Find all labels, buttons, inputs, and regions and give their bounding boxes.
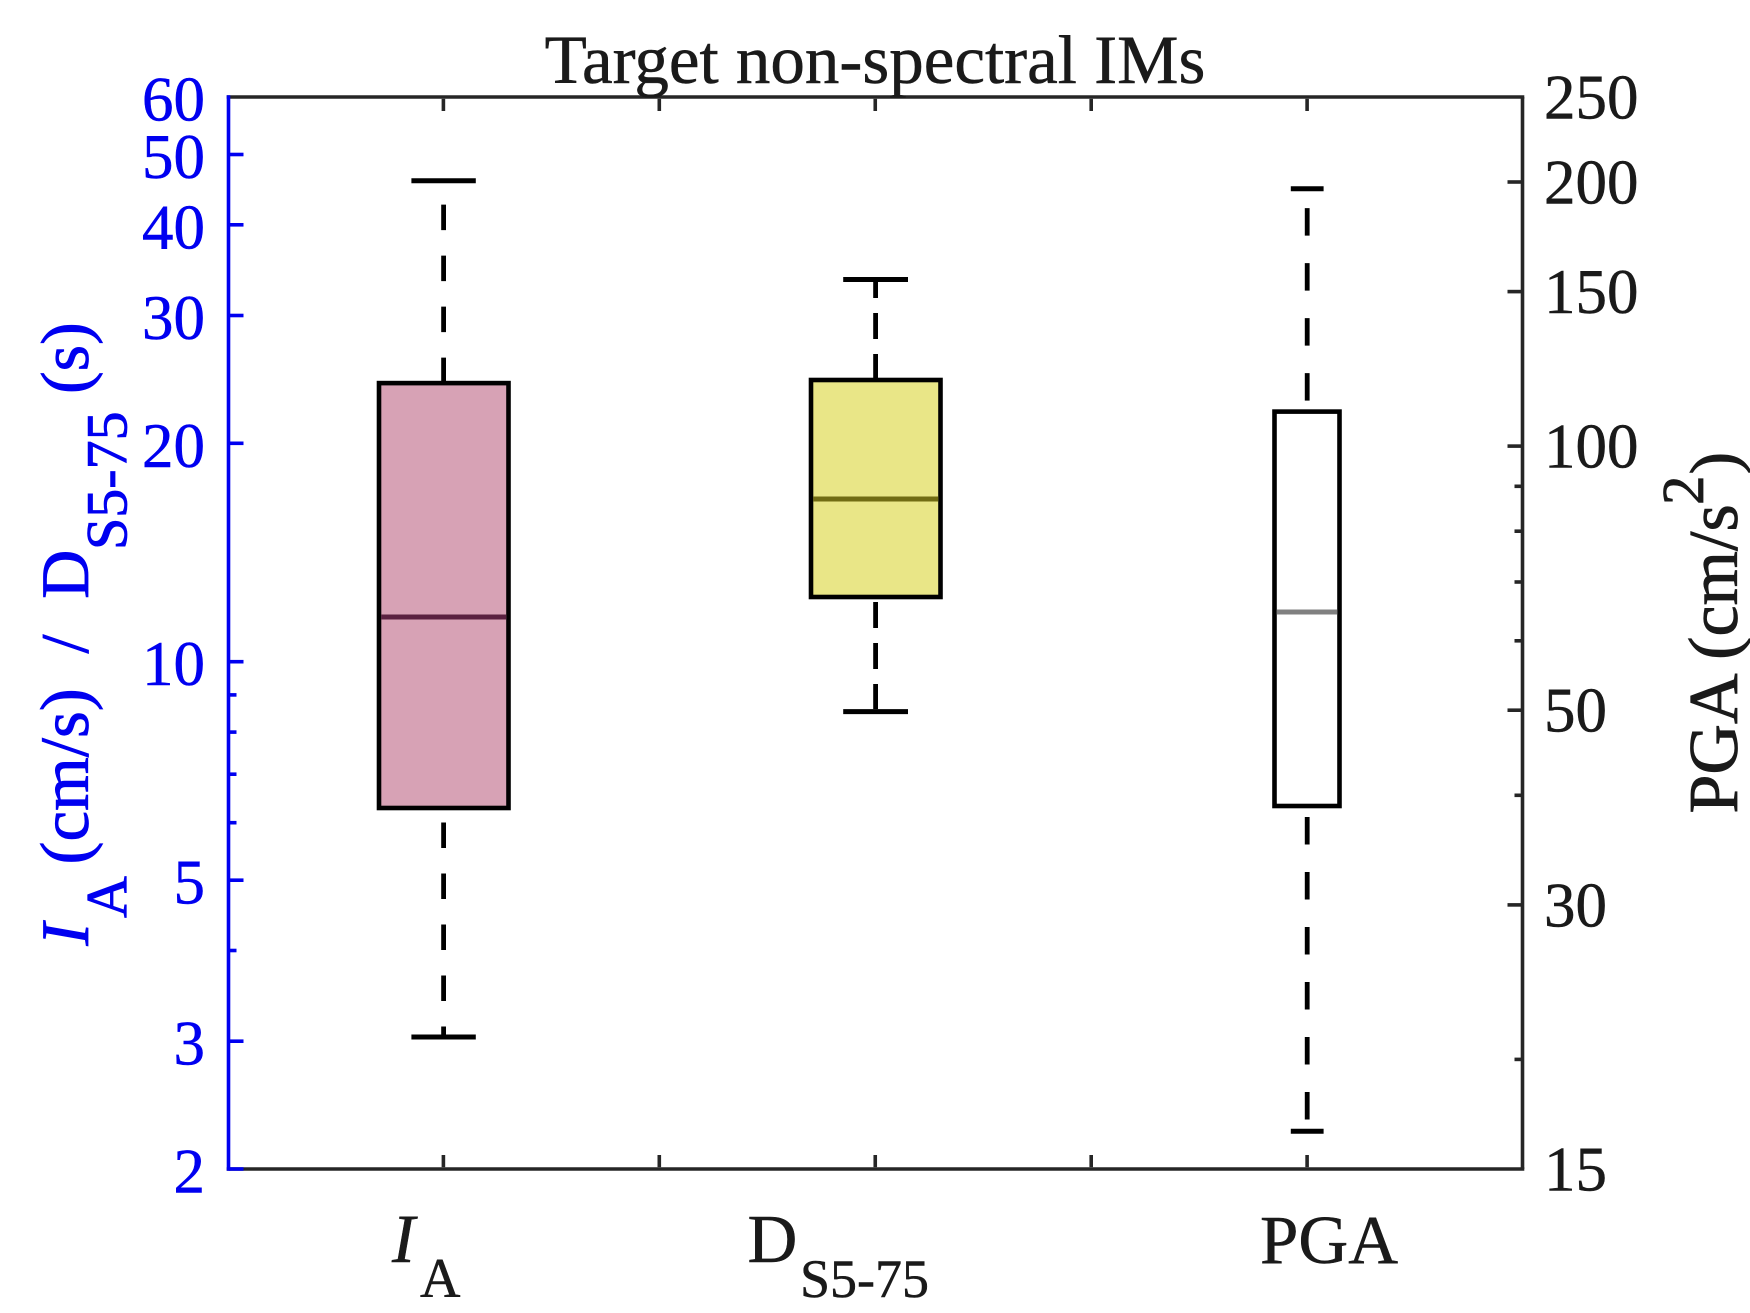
svg-text:I: I: [391, 1201, 418, 1277]
svg-text:60: 60: [142, 65, 205, 135]
svg-text:30: 30: [1544, 870, 1607, 940]
svg-text:20: 20: [142, 411, 205, 481]
svg-text:250: 250: [1544, 63, 1639, 133]
svg-text:50: 50: [1544, 676, 1607, 746]
svg-text:S5-75: S5-75: [800, 1249, 929, 1309]
svg-text:S5-75: S5-75: [75, 411, 140, 550]
svg-text:5: 5: [174, 848, 206, 918]
svg-text:D: D: [27, 550, 103, 599]
svg-text:2: 2: [174, 1137, 206, 1207]
svg-text:(s): (s): [27, 322, 103, 394]
svg-text:A: A: [420, 1248, 461, 1310]
svg-text:): ): [1676, 452, 1750, 475]
svg-text:200: 200: [1544, 148, 1639, 218]
svg-text:I: I: [27, 920, 103, 947]
svg-text:10: 10: [142, 629, 205, 699]
svg-text:40: 40: [142, 192, 205, 262]
svg-text:A: A: [75, 876, 140, 918]
svg-text:50: 50: [142, 122, 205, 192]
svg-text:150: 150: [1544, 257, 1639, 327]
svg-text:15: 15: [1544, 1135, 1607, 1205]
svg-text:2: 2: [1650, 476, 1716, 506]
svg-text:PGA (cm/s: PGA (cm/s: [1676, 504, 1750, 813]
svg-text:(cm/s): (cm/s): [27, 688, 103, 864]
svg-text:3: 3: [174, 1009, 206, 1079]
svg-text:D: D: [748, 1201, 798, 1277]
svg-text:30: 30: [142, 283, 205, 353]
svg-text:100: 100: [1544, 412, 1639, 482]
svg-text:PGA: PGA: [1260, 1202, 1398, 1278]
svg-text:Target non-spectral IMs: Target non-spectral IMs: [545, 22, 1206, 98]
svg-text:/: /: [27, 635, 103, 654]
